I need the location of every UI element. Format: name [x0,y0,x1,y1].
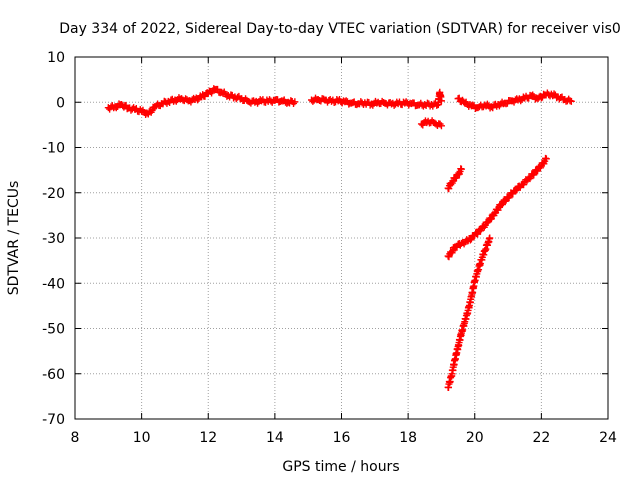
data-point [512,187,520,195]
data-point [545,91,553,99]
data-point [182,95,190,103]
data-point [459,96,467,104]
x-tick-label: 18 [399,430,417,446]
y-tick-label: -70 [42,412,65,428]
data-point [529,170,537,178]
axis-ticks: 8 10 12 14 16 18 20 22 24 10 0 -10 -20 -30 -40 -50 -60 -7… [42,50,617,446]
x-axis-label: GPS time / hours [282,459,399,475]
data-point [530,171,538,179]
grid [75,57,608,419]
data-point [531,95,539,103]
data-point [484,241,492,249]
data-point [485,235,493,243]
y-axis-label: SDTVAR / TECUs [6,181,22,296]
x-tick-label: 14 [266,430,284,446]
y-tick-label: -50 [42,322,65,338]
data-series [444,154,550,261]
data-point [511,96,519,104]
data-point [358,99,366,107]
y-tick-label: -10 [42,141,65,157]
data-point [142,110,150,118]
y-tick-label: 0 [56,95,65,111]
data-series [417,117,445,130]
data-point [457,331,465,339]
data-points [104,85,575,391]
data-series [444,165,465,193]
data-point [436,120,444,128]
data-point [112,104,120,112]
data-point [378,97,386,105]
data-point [566,97,574,105]
data-point [312,94,320,102]
data-point [282,98,290,106]
data-point [537,94,545,102]
y-tick-label: -60 [42,367,65,383]
x-tick-label: 20 [466,430,484,446]
data-point [469,101,477,109]
chart-title: Day 334 of 2022, Sidereal Day-to-day VTE… [59,21,621,37]
data-point [194,96,202,104]
data-series [104,85,575,118]
x-tick-label: 16 [333,430,351,446]
data-point [536,164,544,172]
data-series [444,234,494,391]
data-point [460,319,468,327]
data-point [457,165,465,173]
y-tick-label: -40 [42,276,65,292]
x-tick-label: 12 [199,430,217,446]
data-point [175,94,183,102]
x-tick-label: 24 [599,430,617,446]
data-point [452,174,460,182]
y-tick-label: -30 [42,231,65,247]
x-tick-label: 22 [532,430,550,446]
data-point [437,97,445,105]
x-tick-label: 10 [133,430,151,446]
data-point [466,236,474,244]
data-point [476,227,484,235]
data-point [290,99,298,107]
data-point [550,90,558,98]
data-point [467,235,475,243]
data-point [471,104,479,112]
data-point [172,97,180,105]
data-point [501,197,509,205]
y-tick-label: -20 [42,186,65,202]
data-point [254,99,262,107]
data-point [464,309,472,317]
y-tick-label: 10 [47,50,65,66]
data-point [345,100,353,108]
data-point [517,97,525,105]
data-point [542,154,550,162]
x-tick-label: 8 [71,430,80,446]
data-point [115,100,123,108]
